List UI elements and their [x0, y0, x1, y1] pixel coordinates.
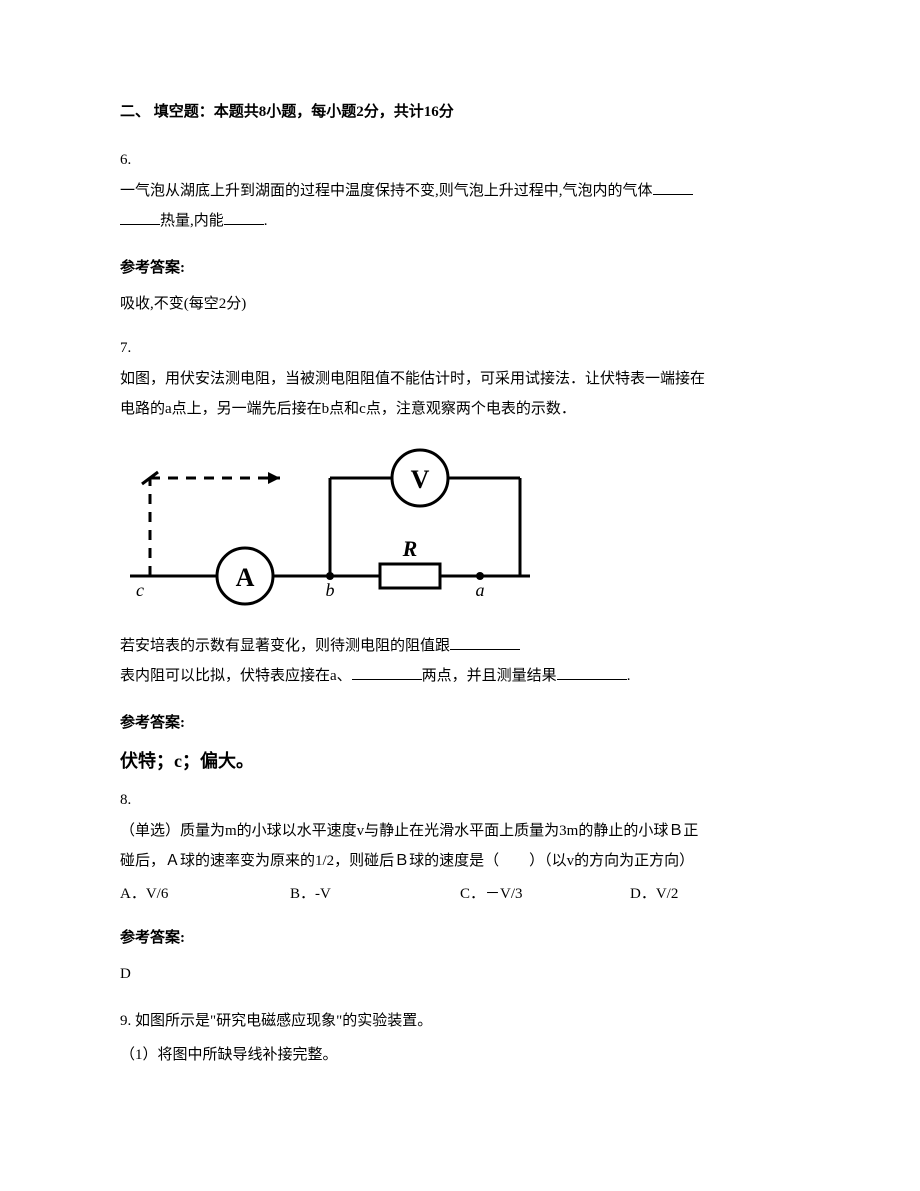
- question-text: （单选）质量为m的小球以水平速度v与静止在光滑水平面上质量为3m的静止的小球Ｂ正…: [120, 816, 800, 876]
- question-text: 如图，用伏安法测电阻，当被测电阻阻值不能估计时，可采用试接法．让伏特表一端接在 …: [120, 364, 800, 424]
- question-6: 6. 一气泡从湖底上升到湖面的过程中温度保持不变,则气泡上升过程中,气泡内的气体…: [120, 148, 800, 236]
- node-a-label: a: [476, 580, 485, 600]
- q7-line4-1: 表内阻可以比拟，伏特表应接在a、: [120, 668, 352, 684]
- q8-line2: 碰后，Ａ球的速率变为原来的1/2，则碰后Ｂ球的速度是（ ）（以v的方向为正方向）: [120, 853, 694, 869]
- question-number: 8.: [120, 788, 800, 812]
- option-d: D．V/2: [630, 882, 800, 906]
- question-subtext: （1）将图中所缺导线补接完整。: [120, 1040, 800, 1070]
- q7-line4-3: .: [627, 668, 631, 684]
- question-8: 8. （单选）质量为m的小球以水平速度v与静止在光滑水平面上质量为3m的静止的小…: [120, 788, 800, 906]
- question-text: 若安培表的示数有显著变化，则待测电阻的阻值跟 表内阻可以比拟，伏特表应接在a、 两…: [120, 631, 800, 691]
- ammeter-label: A: [236, 563, 255, 592]
- voltmeter-label: V: [411, 465, 430, 494]
- resistor-label: R: [402, 536, 418, 561]
- q7-line2: 电路的a点上，另一端先后接在b点和c点，注意观察两个电表的示数．: [120, 401, 576, 417]
- node-c-label: c: [136, 580, 144, 600]
- circuit-diagram: A b V R a c: [120, 436, 800, 619]
- question-number: 7.: [120, 336, 800, 360]
- q6-text-2: 热量,内能: [160, 213, 224, 229]
- answer-text: 吸收,不变(每空2分): [120, 292, 800, 316]
- blank: [120, 210, 160, 225]
- node-b-label: b: [326, 580, 335, 600]
- question-9: 9. 如图所示是"研究电磁感应现象"的实验装置。 （1）将图中所缺导线补接完整。: [120, 1006, 800, 1070]
- blank: [352, 665, 422, 680]
- answer-text: 伏特；c；偏大。: [120, 747, 800, 776]
- blank: [224, 210, 264, 225]
- question-number: 6.: [120, 148, 800, 172]
- blank: [450, 635, 520, 650]
- q7-line1: 如图，用伏安法测电阻，当被测电阻阻值不能估计时，可采用试接法．让伏特表一端接在: [120, 371, 705, 387]
- q8-line1: （单选）质量为m的小球以水平速度v与静止在光滑水平面上质量为3m的静止的小球Ｂ正: [120, 823, 698, 839]
- section-title: 二、 填空题：本题共8小题，每小题2分，共计16分: [120, 100, 800, 124]
- question-text: 一气泡从湖底上升到湖面的过程中温度保持不变,则气泡上升过程中,气泡内的气体 热量…: [120, 176, 800, 236]
- options-row: A．V/6 B．-V C．－V/3 D．V/2: [120, 882, 800, 906]
- answer-text: D: [120, 962, 800, 986]
- option-a: A．V/6: [120, 882, 290, 906]
- q6-text-3: .: [264, 213, 268, 229]
- answer-label: 参考答案:: [120, 926, 800, 950]
- question-7: 7. 如图，用伏安法测电阻，当被测电阻阻值不能估计时，可采用试接法．让伏特表一端…: [120, 336, 800, 691]
- answer-label: 参考答案:: [120, 711, 800, 735]
- q7-line3: 若安培表的示数有显著变化，则待测电阻的阻值跟: [120, 638, 450, 654]
- option-c: C．－V/3: [460, 882, 630, 906]
- answer-label: 参考答案:: [120, 256, 800, 280]
- q7-line4-2: 两点，并且测量结果: [422, 668, 557, 684]
- blank: [557, 665, 627, 680]
- question-text: 9. 如图所示是"研究电磁感应现象"的实验装置。: [120, 1006, 800, 1036]
- blank: [653, 180, 693, 195]
- option-b: B．-V: [290, 882, 460, 906]
- q6-text-1: 一气泡从湖底上升到湖面的过程中温度保持不变,则气泡上升过程中,气泡内的气体: [120, 183, 653, 199]
